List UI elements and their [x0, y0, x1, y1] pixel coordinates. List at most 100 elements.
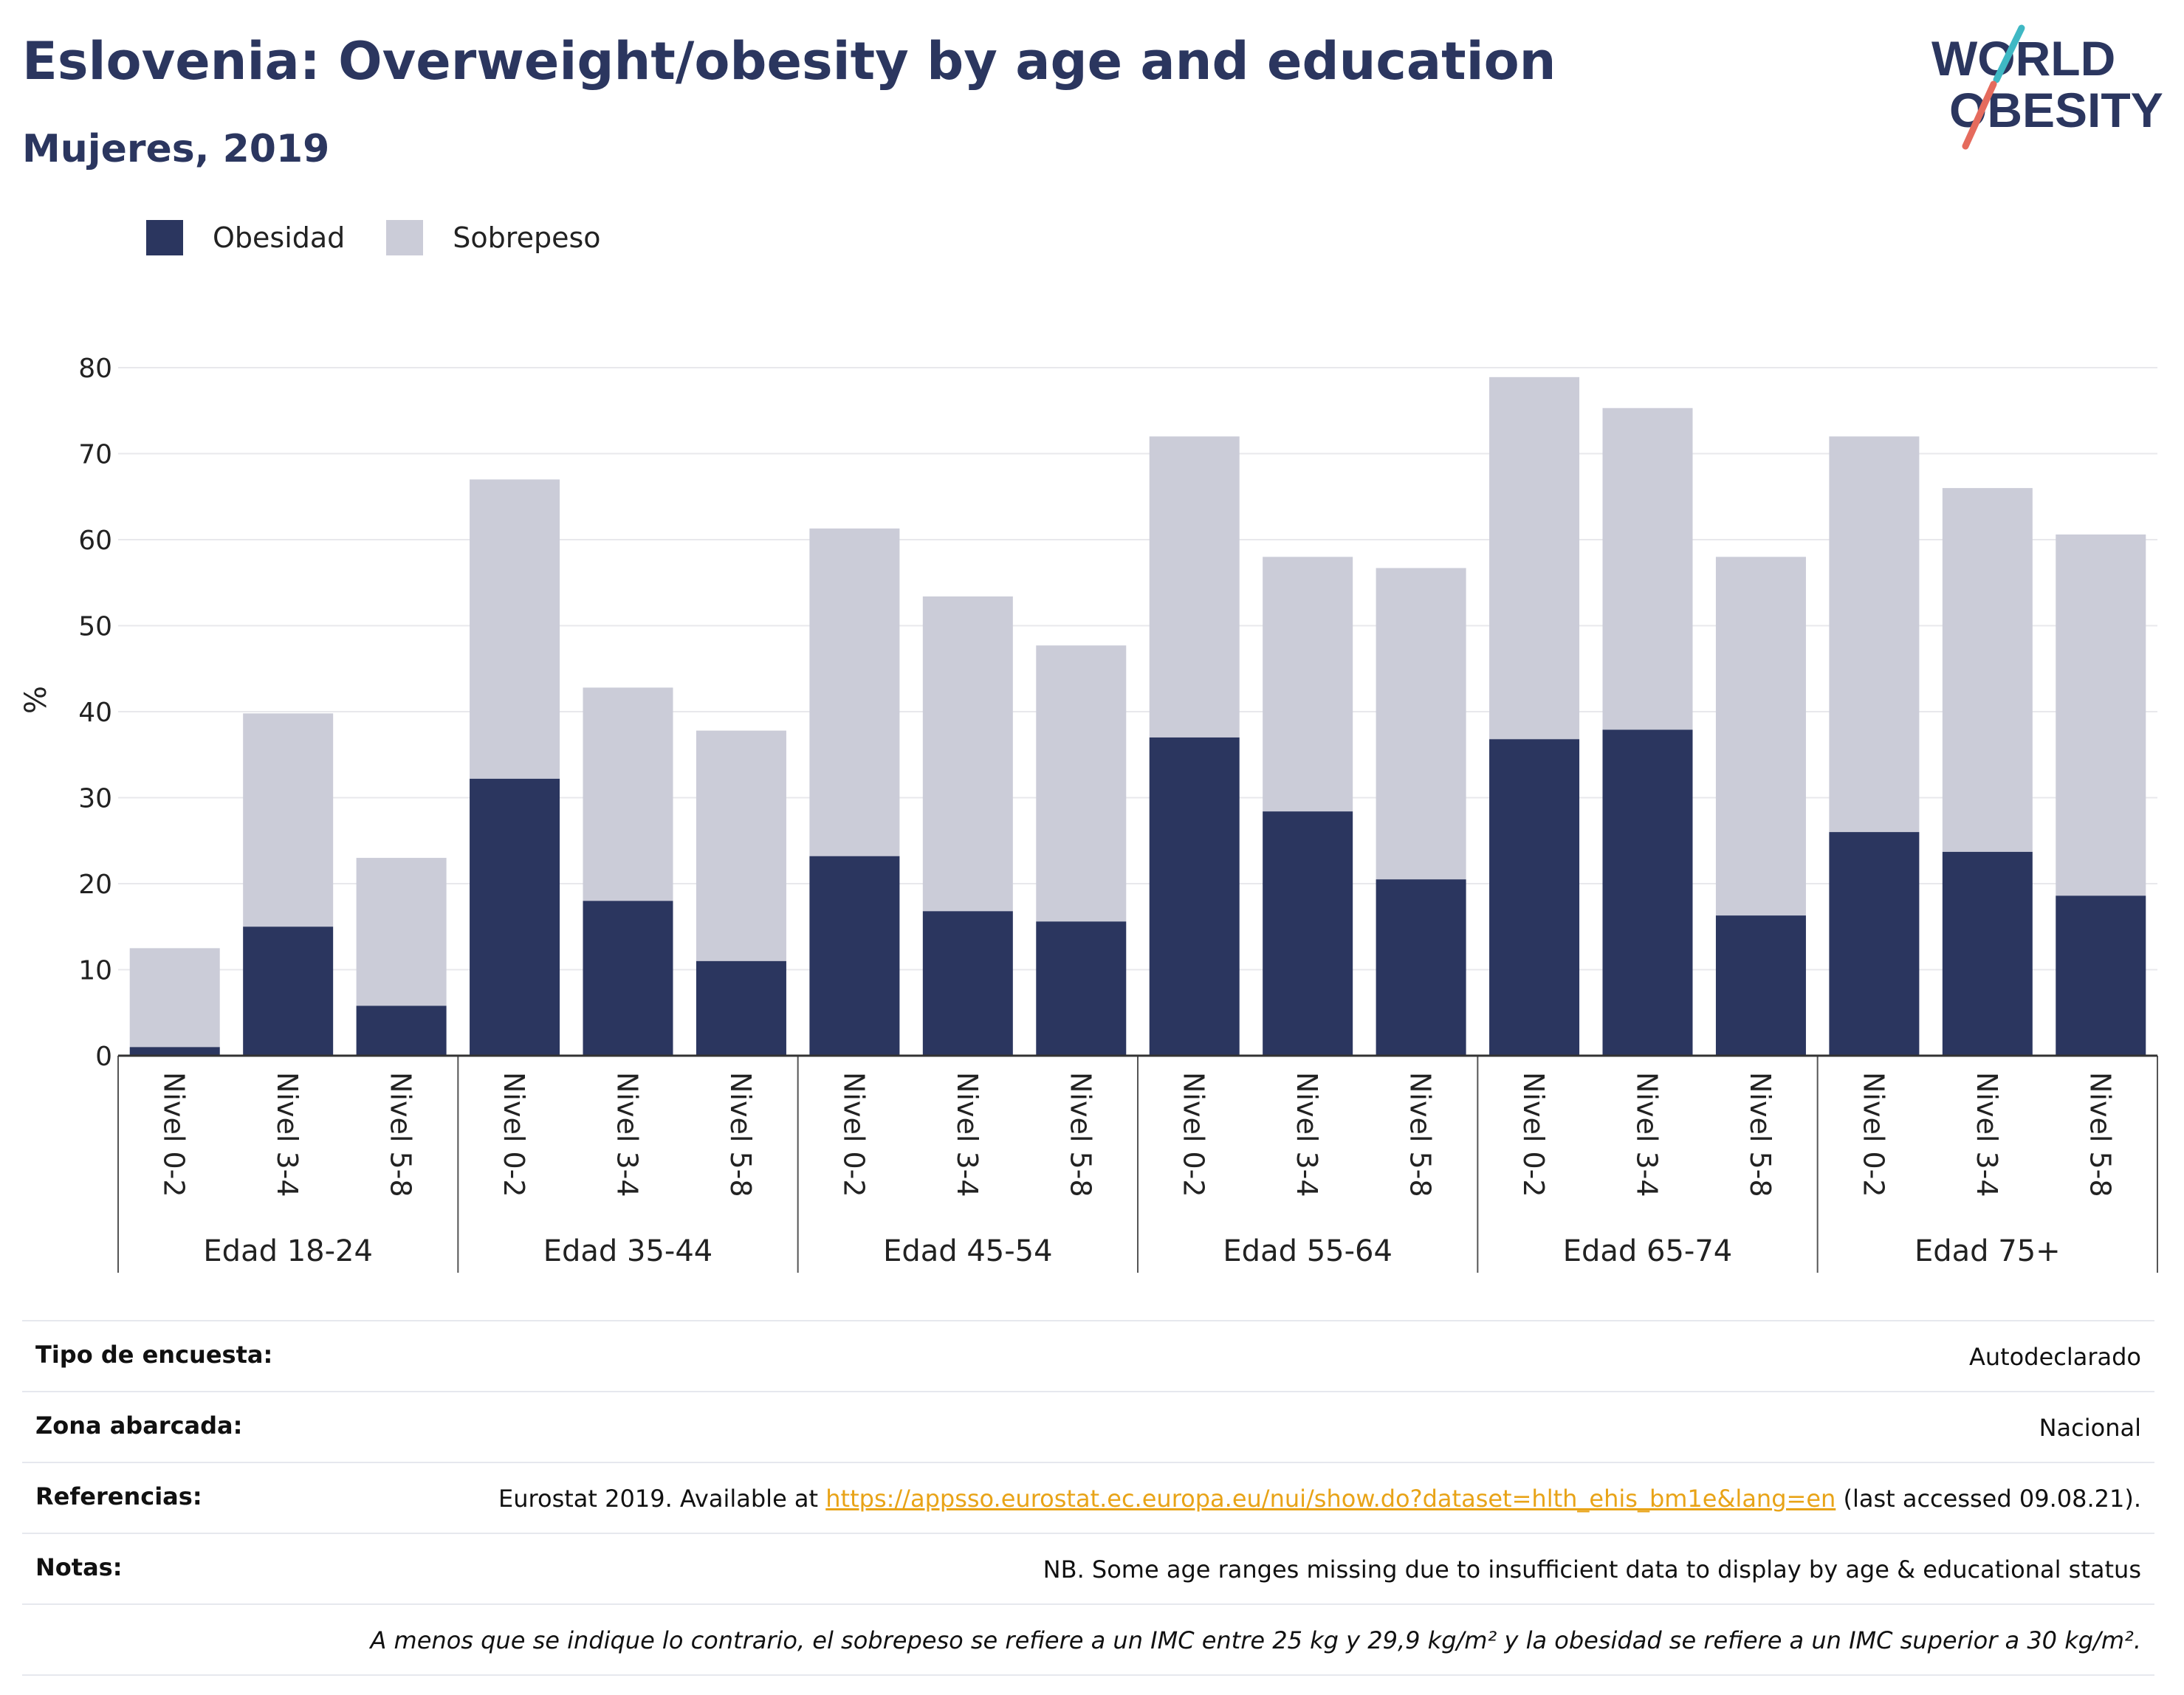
bar-sobrepeso-5-1: [1942, 488, 2033, 852]
x-tick-label-5-0: Nivel 0-2: [1857, 1072, 1889, 1197]
bar-sobrepeso-3-2: [1376, 568, 1466, 880]
survey-label: Tipo de encuesta:: [35, 1341, 273, 1369]
x-tick-label-5-2: Nivel 5-8: [2084, 1072, 2116, 1197]
info-row-zone: Zona abarcada: Nacional: [22, 1391, 2154, 1462]
logo-slash-teal: [1993, 24, 2025, 83]
y-tick-label-80: 80: [78, 354, 112, 384]
y-axis-label: %: [19, 686, 53, 714]
bar-obesidad-4-1: [1602, 729, 1693, 1056]
group-label-3: Edad 55-64: [1223, 1234, 1393, 1268]
chart-legend: Obesidad Sobrepeso: [146, 220, 642, 255]
bar-sobrepeso-5-0: [1829, 436, 1920, 833]
info-row-notes: Notas: NB. Some age ranges missing due t…: [22, 1533, 2154, 1603]
bar-sobrepeso-1-0: [470, 479, 560, 779]
y-tick-label-40: 40: [78, 698, 112, 728]
zone-label: Zona abarcada:: [35, 1412, 243, 1440]
bar-sobrepeso-1-2: [696, 730, 786, 961]
x-tick-label-4-1: Nivel 3-4: [1631, 1072, 1663, 1197]
bar-obesidad-2-1: [922, 911, 1013, 1056]
bar-obesidad-4-2: [1715, 915, 1806, 1056]
group-label-0: Edad 18-24: [203, 1234, 373, 1268]
y-tick-label-30: 30: [78, 784, 112, 814]
x-tick-label-0-0: Nivel 0-2: [158, 1072, 190, 1197]
y-tick-label-50: 50: [78, 612, 112, 642]
x-tick-label-2-1: Nivel 3-4: [951, 1072, 983, 1197]
notes-label: Notas:: [35, 1553, 123, 1581]
bar-obesidad-1-1: [583, 901, 673, 1056]
bar-obesidad-0-1: [243, 926, 334, 1056]
chart-subtitle: Mujeres, 2019: [22, 127, 330, 171]
bar-sobrepeso-2-2: [1036, 645, 1127, 922]
legend-swatch-obesidad: [146, 220, 183, 255]
x-tick-label-2-0: Nivel 0-2: [837, 1072, 870, 1197]
x-tick-label-0-1: Nivel 3-4: [271, 1072, 303, 1197]
bar-obesidad-5-0: [1829, 832, 1920, 1056]
bar-sobrepeso-0-1: [243, 713, 334, 927]
references-label: Referencias:: [35, 1482, 202, 1510]
x-tick-label-4-0: Nivel 0-2: [1517, 1072, 1550, 1197]
bar-obesidad-5-1: [1942, 851, 2033, 1056]
info-row-references: Referencias: Eurostat 2019. Available at…: [22, 1462, 2154, 1533]
zone-value: Nacional: [2039, 1414, 2141, 1442]
group-label-5: Edad 75+: [1915, 1234, 2061, 1268]
x-tick-label-3-1: Nivel 3-4: [1291, 1072, 1323, 1197]
bar-sobrepeso-3-0: [1149, 436, 1240, 738]
bar-sobrepeso-4-2: [1715, 557, 1806, 916]
survey-value: Autodeclarado: [1968, 1343, 2141, 1371]
bar-sobrepeso-3-1: [1263, 557, 1353, 812]
references-value: Eurostat 2019. Available at https://apps…: [498, 1482, 2141, 1515]
x-tick-label-3-2: Nivel 5-8: [1404, 1072, 1437, 1197]
bar-sobrepeso-0-2: [356, 858, 447, 1006]
x-tick-label-1-0: Nivel 0-2: [498, 1072, 530, 1197]
references-prefix: Eurostat 2019. Available at: [498, 1485, 826, 1513]
info-table: Tipo de encuesta: Autodeclarado Zona aba…: [22, 1320, 2154, 1676]
bar-sobrepeso-4-0: [1489, 377, 1580, 740]
group-label-2: Edad 45-54: [883, 1234, 1053, 1268]
bar-chart: 0 10 20 30 40 50 60 70 80% Nivel 0-2 Nivel 3-4 Nive…: [19, 354, 2158, 1273]
y-tick-label-0: 0: [95, 1042, 112, 1072]
bar-sobrepeso-0-0: [129, 948, 220, 1048]
x-tick-label-1-1: Nivel 3-4: [611, 1072, 644, 1197]
logo-slash-coral: [1962, 80, 1997, 150]
bar-obesidad-1-0: [470, 778, 560, 1056]
bar-sobrepeso-4-1: [1602, 408, 1693, 730]
bar-obesidad-0-0: [129, 1047, 220, 1056]
x-tick-label-3-0: Nivel 0-2: [1178, 1072, 1210, 1197]
bar-obesidad-2-0: [809, 856, 900, 1056]
bar-obesidad-3-0: [1149, 737, 1240, 1056]
footnote-text: A menos que se indique lo contrario, el …: [370, 1626, 2141, 1654]
bar-obesidad-2-2: [1036, 921, 1127, 1056]
x-tick-label-1-2: Nivel 5-8: [724, 1072, 757, 1197]
logo-line-1: WORLD: [1931, 31, 2115, 86]
bar-obesidad-3-1: [1263, 811, 1353, 1056]
x-tick-label-0-2: Nivel 5-8: [385, 1072, 417, 1197]
y-tick-label-10: 10: [78, 956, 112, 986]
chart-title: Eslovenia: Overweight/obesity by age and…: [22, 31, 1556, 92]
x-tick-label-2-2: Nivel 5-8: [1064, 1072, 1096, 1197]
x-tick-label-5-1: Nivel 3-4: [1971, 1072, 2003, 1197]
legend-label-sobrepeso: Sobrepeso: [453, 221, 601, 254]
bar-sobrepeso-5-2: [2056, 534, 2146, 896]
world-obesity-logo: WORLD OBESITY: [1931, 24, 2163, 150]
references-link[interactable]: https://appsso.eurostat.ec.europa.eu/nui…: [825, 1485, 1836, 1513]
y-tick-label-60: 60: [78, 526, 112, 556]
bar-sobrepeso-2-1: [922, 596, 1013, 912]
group-label-4: Edad 65-74: [1563, 1234, 1733, 1268]
info-row-survey: Tipo de encuesta: Autodeclarado: [22, 1320, 2154, 1391]
references-suffix: (last accessed 09.08.21).: [1836, 1485, 2141, 1513]
y-tick-label-70: 70: [78, 440, 112, 470]
bar-obesidad-3-2: [1376, 879, 1466, 1056]
legend-label-obesidad: Obesidad: [213, 221, 346, 254]
info-row-footnote: A menos que se indique lo contrario, el …: [22, 1603, 2154, 1676]
notes-value: NB. Some age ranges missing due to insuf…: [1043, 1555, 2141, 1584]
x-tick-label-4-2: Nivel 5-8: [1744, 1072, 1776, 1197]
group-label-1: Edad 35-44: [543, 1234, 713, 1268]
bar-obesidad-1-2: [696, 960, 786, 1056]
bar-sobrepeso-1-1: [583, 687, 673, 901]
bar-obesidad-0-2: [356, 1005, 447, 1056]
bar-obesidad-5-2: [2056, 895, 2146, 1056]
bar-sobrepeso-2-0: [809, 528, 900, 856]
bar-obesidad-4-0: [1489, 739, 1580, 1056]
legend-item-obesidad: Obesidad: [146, 220, 345, 255]
legend-swatch-sobrepeso: [386, 220, 424, 255]
